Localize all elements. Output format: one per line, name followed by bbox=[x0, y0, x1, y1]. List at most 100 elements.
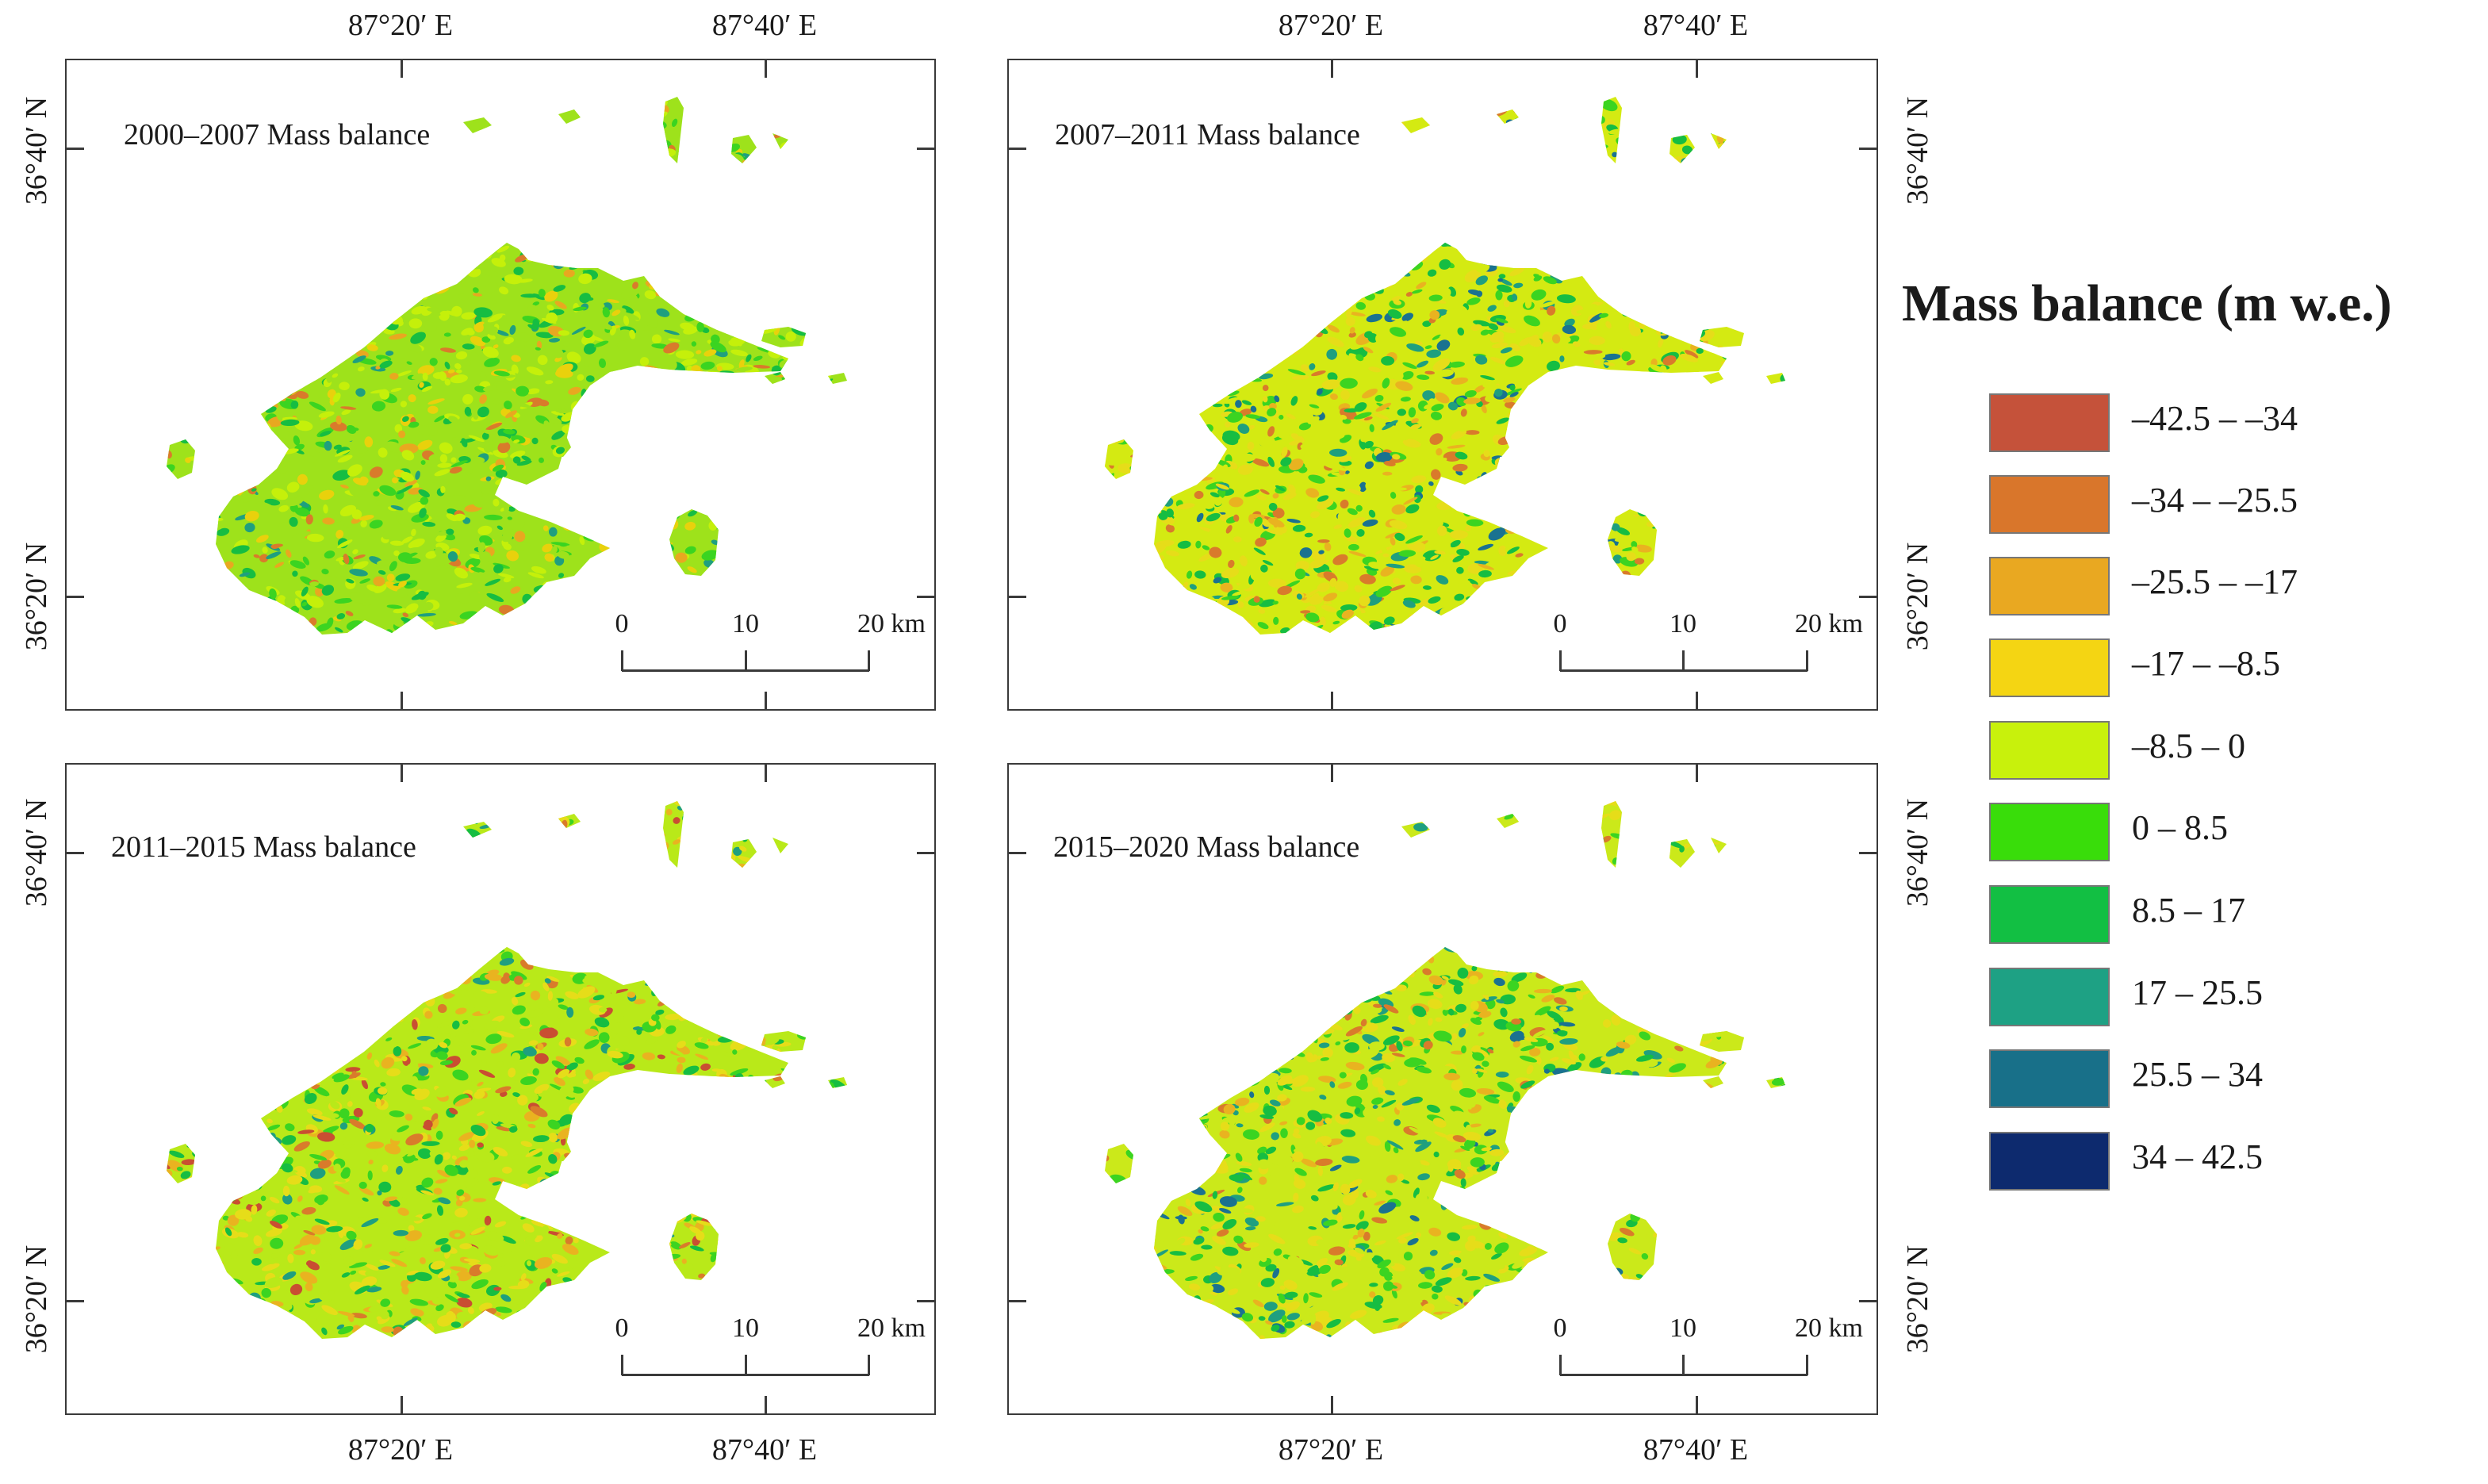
glacier-pixel bbox=[1248, 507, 1256, 513]
glacier-pixel bbox=[1568, 247, 1576, 259]
glacier-pixel bbox=[176, 168, 182, 172]
glacier-pixel bbox=[301, 290, 316, 299]
glacier-pixel bbox=[1478, 232, 1486, 237]
glacier-pixel bbox=[1380, 566, 1395, 577]
glacier-pixel bbox=[400, 401, 408, 408]
glacier-pixel bbox=[756, 296, 769, 307]
glacier-pixel bbox=[1568, 552, 1579, 560]
glacier-pixel bbox=[1461, 173, 1473, 182]
glacier-pixel bbox=[1603, 247, 1620, 254]
glacier-pixel bbox=[1759, 526, 1769, 532]
glacier-pixel bbox=[784, 99, 797, 109]
glacier-pixel bbox=[1449, 205, 1468, 215]
glacier-pixel bbox=[226, 447, 241, 458]
glacier-pixel bbox=[1539, 454, 1558, 462]
glacier-pixel bbox=[700, 97, 708, 102]
glacier-pixel bbox=[810, 491, 818, 497]
glacier-pixel bbox=[1531, 166, 1537, 174]
glacier-pixel bbox=[1114, 240, 1120, 247]
glacier-pixel bbox=[493, 370, 510, 377]
glacier-pixel bbox=[496, 525, 503, 531]
glacier-pixel bbox=[1283, 259, 1302, 270]
glacier-pixel bbox=[1115, 589, 1127, 600]
glacier-pixel bbox=[1544, 163, 1553, 173]
glacier-pixel bbox=[1129, 362, 1137, 372]
glacier-pixel bbox=[1742, 591, 1761, 602]
glacier-pixel bbox=[1708, 274, 1723, 284]
glacier-pixel bbox=[611, 595, 627, 608]
glacier-pixel bbox=[1652, 489, 1661, 498]
glacier-pixel bbox=[393, 550, 400, 557]
glacier-pixel bbox=[464, 159, 473, 167]
glacier-pixel bbox=[493, 498, 500, 507]
glacier-pixel bbox=[713, 316, 729, 323]
glacier-pixel bbox=[1309, 404, 1320, 408]
glacier-pixel bbox=[1140, 329, 1155, 339]
glacier-pixel bbox=[479, 626, 487, 633]
map-panel-2007-2011: 2007–2011 Mass balance 0 10 20 km bbox=[1007, 59, 1878, 711]
glacier-pixel bbox=[815, 527, 831, 538]
glacier-pixel bbox=[1134, 267, 1144, 275]
glacier-pixel bbox=[1105, 200, 1122, 213]
glacier-pixel bbox=[527, 390, 540, 395]
glacier-pixel bbox=[830, 590, 837, 595]
glacier-pixel bbox=[208, 265, 223, 275]
glacier-pixel bbox=[1203, 205, 1221, 215]
glacier-pixel bbox=[424, 601, 434, 611]
glacier-pixel bbox=[211, 251, 220, 256]
glacier-pixel bbox=[1512, 119, 1519, 127]
glacier-pixel bbox=[208, 624, 224, 631]
glacier-pixel bbox=[1548, 111, 1562, 122]
glacier-pixel bbox=[1529, 192, 1542, 196]
glacier-pixel bbox=[789, 481, 799, 488]
glacier-pixel bbox=[197, 402, 217, 407]
glacier-pixel bbox=[464, 182, 481, 193]
glacier-pixel bbox=[248, 466, 260, 473]
glacier-pixel bbox=[1431, 469, 1441, 480]
glacier-pixel bbox=[366, 344, 378, 351]
glacier-pixel bbox=[804, 261, 815, 270]
glacier-pixel bbox=[843, 451, 847, 458]
glacier-pixel bbox=[1390, 327, 1406, 337]
glacier-pixel bbox=[853, 313, 864, 324]
glacier-pixel bbox=[569, 185, 581, 197]
glacier-pixel bbox=[375, 279, 384, 286]
glacier-pixel bbox=[1786, 193, 1795, 201]
glacier-pixel bbox=[415, 470, 420, 480]
glacier-pixel bbox=[1351, 213, 1367, 224]
glacier-pixel bbox=[738, 401, 746, 410]
glacier-pixel bbox=[1239, 171, 1245, 176]
glacier-pixel bbox=[723, 207, 730, 214]
glacier-pixel bbox=[239, 222, 256, 232]
glacier-pixel bbox=[1767, 271, 1776, 276]
glacier-pixel bbox=[749, 469, 767, 477]
glacier-pixel bbox=[594, 182, 603, 194]
glacier-pixel bbox=[1723, 183, 1741, 194]
glacier-pixel bbox=[646, 605, 660, 612]
glacier-pixel bbox=[803, 431, 815, 437]
glacier-pixel bbox=[784, 621, 800, 631]
glacier-pixel bbox=[274, 226, 286, 235]
glacier-pixel bbox=[289, 560, 306, 569]
glacier-pixel bbox=[632, 105, 645, 111]
glacier-pixel bbox=[1688, 271, 1698, 278]
glacier-pixel bbox=[1105, 368, 1117, 378]
glacier-pixel bbox=[1628, 417, 1644, 429]
glacier-pixel bbox=[669, 360, 677, 370]
glacier-pixel bbox=[594, 527, 604, 538]
glacier-pixel bbox=[721, 475, 731, 482]
glacier-pixel bbox=[427, 307, 442, 313]
glacier-pixel bbox=[1181, 97, 1189, 104]
glacier-pixel bbox=[511, 355, 521, 362]
glacier-pixel bbox=[1259, 270, 1275, 282]
glacier-pixel bbox=[1754, 206, 1769, 212]
glacier-pixel bbox=[601, 612, 608, 619]
glacier-pixel bbox=[765, 114, 770, 119]
glacier-pixel bbox=[1502, 212, 1513, 223]
glacier-pixel bbox=[1175, 227, 1188, 233]
glacier-pixel bbox=[735, 366, 753, 372]
glacier-pixel bbox=[267, 162, 276, 168]
glacier-pixel bbox=[481, 627, 492, 634]
glacier-pixel bbox=[1105, 543, 1111, 553]
glacier-pixel bbox=[1503, 246, 1520, 255]
